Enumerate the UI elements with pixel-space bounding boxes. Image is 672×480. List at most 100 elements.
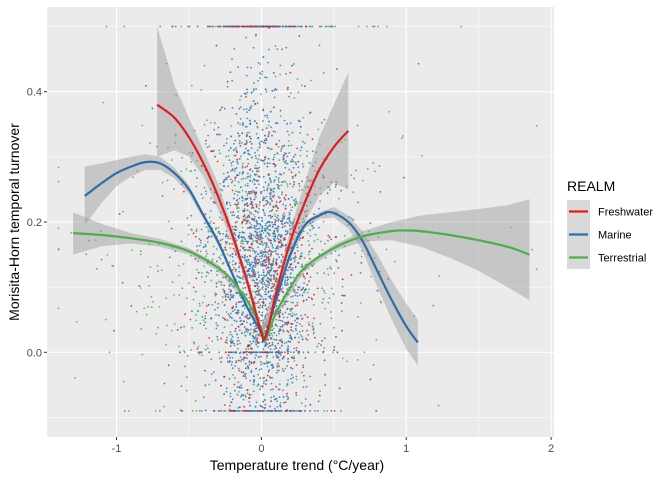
data-point bbox=[179, 351, 181, 354]
data-point bbox=[237, 66, 240, 69]
data-point bbox=[222, 233, 225, 235]
data-point bbox=[263, 255, 266, 258]
data-point bbox=[248, 135, 251, 138]
data-point bbox=[255, 225, 257, 228]
data-point bbox=[106, 254, 109, 256]
data-point bbox=[356, 124, 359, 127]
data-point bbox=[293, 260, 296, 263]
data-point bbox=[314, 410, 316, 412]
data-point bbox=[238, 391, 241, 393]
data-point bbox=[210, 235, 213, 238]
data-point bbox=[290, 373, 293, 376]
data-point bbox=[263, 162, 266, 165]
data-point bbox=[244, 203, 246, 206]
data-point bbox=[261, 159, 264, 162]
data-point bbox=[248, 153, 251, 156]
data-point bbox=[309, 375, 312, 378]
data-point bbox=[287, 340, 290, 343]
data-point bbox=[277, 342, 280, 345]
data-point bbox=[268, 410, 271, 412]
data-point bbox=[298, 182, 300, 185]
data-point bbox=[186, 217, 189, 220]
data-point bbox=[255, 179, 258, 182]
data-point bbox=[252, 335, 255, 338]
data-point bbox=[280, 259, 283, 262]
data-point bbox=[105, 25, 108, 28]
data-point bbox=[254, 258, 257, 260]
data-point bbox=[260, 351, 262, 354]
data-point bbox=[219, 232, 222, 235]
data-point bbox=[319, 187, 322, 190]
data-point bbox=[286, 130, 289, 133]
data-point bbox=[229, 211, 232, 214]
data-point bbox=[321, 287, 323, 289]
legend-key-freshwater bbox=[567, 200, 590, 223]
data-point bbox=[257, 262, 259, 265]
data-point bbox=[294, 256, 297, 259]
data-point bbox=[297, 91, 300, 94]
data-point bbox=[305, 298, 308, 301]
data-point bbox=[57, 227, 60, 230]
data-point bbox=[200, 228, 203, 231]
data-point bbox=[240, 384, 243, 387]
data-point bbox=[261, 362, 264, 364]
data-point bbox=[265, 139, 268, 142]
data-point bbox=[292, 301, 294, 304]
data-point bbox=[280, 338, 283, 341]
data-point bbox=[282, 316, 285, 319]
data-point bbox=[274, 235, 277, 238]
data-point bbox=[218, 149, 221, 152]
data-point bbox=[265, 199, 267, 202]
data-point bbox=[207, 229, 210, 231]
data-point bbox=[320, 240, 322, 243]
data-point bbox=[324, 256, 327, 259]
data-point bbox=[274, 218, 277, 221]
data-point bbox=[421, 154, 423, 157]
data-point bbox=[277, 349, 280, 352]
data-point bbox=[270, 388, 272, 391]
data-point bbox=[268, 351, 271, 354]
data-point bbox=[271, 134, 273, 137]
data-point bbox=[290, 301, 293, 304]
data-point bbox=[281, 290, 284, 293]
data-point bbox=[285, 160, 287, 162]
data-point bbox=[295, 375, 298, 378]
data-point bbox=[257, 356, 260, 358]
data-point bbox=[257, 271, 260, 274]
data-point bbox=[255, 334, 257, 336]
data-point bbox=[229, 316, 232, 318]
data-point bbox=[307, 185, 309, 188]
data-point bbox=[291, 206, 294, 209]
data-point bbox=[321, 249, 324, 251]
data-point bbox=[185, 389, 188, 392]
data-point bbox=[231, 79, 234, 82]
data-point bbox=[256, 237, 258, 240]
data-point bbox=[165, 343, 167, 346]
data-point bbox=[265, 222, 268, 224]
data-point bbox=[291, 131, 294, 134]
data-point bbox=[199, 241, 202, 244]
data-point bbox=[241, 231, 244, 234]
data-point bbox=[268, 234, 270, 236]
data-point bbox=[311, 227, 314, 230]
data-point bbox=[257, 79, 259, 82]
data-point bbox=[291, 158, 294, 161]
data-point bbox=[264, 227, 266, 230]
data-point bbox=[263, 139, 266, 142]
data-point bbox=[226, 171, 229, 174]
data-point bbox=[322, 289, 325, 292]
data-point bbox=[296, 291, 298, 294]
data-point bbox=[306, 329, 308, 332]
data-point bbox=[253, 269, 255, 272]
data-point bbox=[323, 359, 326, 362]
data-point bbox=[318, 394, 321, 397]
data-point bbox=[238, 140, 241, 142]
data-point bbox=[333, 410, 336, 412]
data-point bbox=[274, 398, 276, 401]
data-point bbox=[239, 106, 242, 108]
data-point bbox=[273, 179, 276, 182]
data-point bbox=[288, 337, 291, 339]
data-point bbox=[233, 184, 236, 187]
data-point bbox=[270, 410, 273, 412]
data-point bbox=[229, 405, 231, 407]
